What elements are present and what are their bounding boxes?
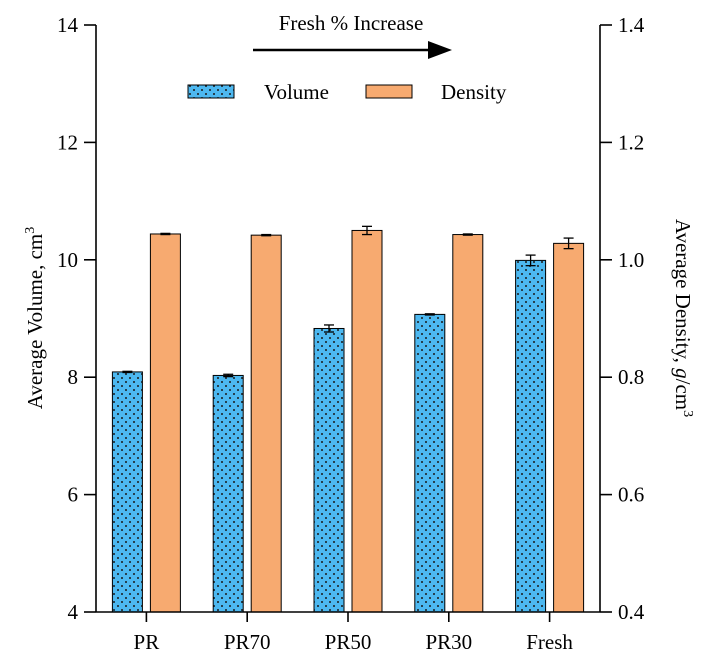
legend-label-density: Density xyxy=(441,80,507,104)
left-tick-label: 10 xyxy=(57,248,78,272)
right-axis-label-italic: g xyxy=(671,368,695,379)
right-tick-label: 1.4 xyxy=(618,13,645,37)
right-axis-ticks: 0.4 0.6 0.8 1.0 1.2 1.4 xyxy=(600,13,645,624)
annotation-arrow-head xyxy=(428,41,452,59)
right-axis-label-sup: 3 xyxy=(680,410,695,417)
right-axis-label-main: Average Density, xyxy=(671,219,695,368)
left-axis-label-text: Average Volume, cm xyxy=(23,234,47,410)
bar-density-fresh xyxy=(553,242,585,613)
right-tick-label: 1.2 xyxy=(618,130,644,154)
left-tick-label: 14 xyxy=(57,13,79,37)
left-tick-label: 8 xyxy=(68,365,79,389)
x-tick-label-pr50: PR50 xyxy=(325,630,372,654)
right-tick-label: 0.6 xyxy=(618,483,644,507)
right-tick-label: 0.4 xyxy=(618,600,645,624)
left-axis-label-sup: 3 xyxy=(23,227,38,234)
right-axis-label-rest: /cm xyxy=(671,379,695,411)
error-bars-group xyxy=(122,225,574,378)
left-axis-label: Average Volume, cm3 xyxy=(23,227,47,410)
legend-swatch-density xyxy=(365,84,413,99)
x-axis-ticks: PR PR70 PR50 PR30 Fresh xyxy=(134,612,573,654)
x-tick-label-pr: PR xyxy=(134,630,160,654)
x-tick-label-fresh: Fresh xyxy=(526,630,573,654)
legend-swatch-volume xyxy=(187,84,235,99)
left-axis-ticks: 4 6 8 10 12 14 xyxy=(57,13,96,624)
legend: Volume Density xyxy=(187,80,507,104)
x-tick-label-pr70: PR70 xyxy=(224,630,271,654)
bar-volume-pr70 xyxy=(212,374,244,613)
left-tick-label: 6 xyxy=(68,483,79,507)
bar-density-pr xyxy=(149,233,181,613)
bar-density-pr30 xyxy=(452,234,484,613)
bar-volume-pr xyxy=(111,371,143,613)
right-tick-label: 1.0 xyxy=(618,248,644,272)
bar-volume-pr50 xyxy=(313,327,345,613)
annotation-text: Fresh % Increase xyxy=(279,11,424,35)
bar-volume-fresh xyxy=(515,259,547,613)
legend-label-volume: Volume xyxy=(264,80,329,104)
left-tick-label: 4 xyxy=(68,600,79,624)
left-tick-label: 12 xyxy=(57,130,78,154)
bar-density-pr50 xyxy=(351,229,383,613)
right-axis-label: Average Density, g/cm3 xyxy=(671,219,695,417)
x-tick-label-pr30: PR30 xyxy=(425,630,472,654)
bars-group xyxy=(111,229,585,613)
bar-volume-pr30 xyxy=(414,313,446,613)
bar-density-pr70 xyxy=(250,234,282,613)
right-tick-label: 0.8 xyxy=(618,365,644,389)
